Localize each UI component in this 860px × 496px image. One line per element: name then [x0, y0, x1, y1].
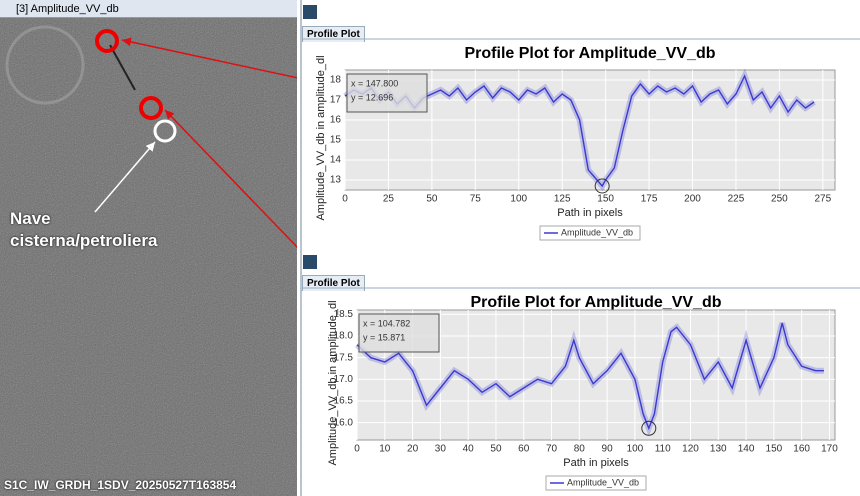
x-tick-label: 50: [426, 194, 438, 205]
y-tick-label: 18: [330, 75, 342, 86]
x-tick-label: 75: [470, 194, 482, 205]
x-tick-label: 10: [379, 444, 391, 455]
tab[interactable]: Profile Plot: [302, 26, 365, 42]
x-tick-label: 125: [554, 194, 571, 205]
x-tick-label: 130: [710, 444, 727, 455]
x-axis-label: Path in pixels: [563, 457, 629, 469]
cursor-marker: [641, 420, 657, 436]
x-tick-label: 30: [435, 444, 447, 455]
chart-title: Profile Plot for Amplitude_VV_db: [465, 45, 716, 62]
image-window: [3] Amplitude_VV_db Nave cisterna/petrol…: [0, 0, 297, 496]
x-tick-label: 225: [728, 194, 745, 205]
x-tick-label: 100: [627, 444, 644, 455]
x-tick-label: 100: [510, 194, 527, 205]
cursor-label: x = 104.782: [363, 318, 410, 328]
x-tick-label: 170: [821, 444, 838, 455]
cursor-marker: [594, 178, 610, 194]
tab[interactable]: Profile Plot: [302, 275, 365, 291]
chart-title: Profile Plot for Amplitude_VV_db: [471, 294, 722, 311]
image-label: S1C_IW_GRDH_1SDV_20250527T163854: [4, 478, 237, 492]
x-tick-label: 250: [771, 194, 788, 205]
x-tick-label: 275: [814, 194, 831, 205]
y-tick-label: 16.0: [334, 417, 354, 428]
x-tick-label: 150: [766, 444, 783, 455]
legend-label: Amplitude_VV_db: [561, 227, 633, 237]
cursor-box: [358, 313, 440, 353]
x-tick-label: 0: [342, 194, 348, 205]
x-tick-label: 140: [738, 444, 755, 455]
cursor-label: x = 147.800: [351, 78, 398, 88]
x-tick-label: 175: [641, 194, 658, 205]
cursor-box: [346, 73, 428, 113]
x-tick-label: 40: [463, 444, 475, 455]
legend-box: [539, 225, 641, 241]
cursor-label: y = 15.871: [363, 332, 405, 342]
x-tick-label: 110: [655, 444, 671, 455]
x-tick-label: 70: [546, 444, 558, 455]
cursor-label: y = 12.696: [351, 92, 393, 102]
y-tick-label: 13: [330, 175, 342, 186]
sar-image: [0, 18, 297, 496]
window-title: [3] Amplitude_VV_db: [0, 0, 297, 18]
y-tick-label: 16.5: [334, 396, 354, 407]
series-line: [356, 322, 824, 431]
y-tick-label: 18.0: [334, 331, 354, 342]
y-axis-label: Amplitude_VV_db in amplitude_dl: [327, 300, 339, 465]
y-tick-label: 17.0: [334, 374, 354, 385]
annotation: Nave cisterna/petroliera: [10, 209, 158, 250]
legend-label: Amplitude_VV_db: [567, 477, 639, 487]
x-tick-label: 20: [407, 444, 419, 455]
x-tick-label: 160: [793, 444, 810, 455]
y-tick-label: 17: [330, 95, 342, 106]
y-tick-label: 16: [330, 115, 342, 126]
legend-box: [545, 475, 647, 491]
x-tick-label: 25: [383, 194, 395, 205]
y-axis-label: Amplitude_VV_db in amplitude_dl: [315, 55, 327, 220]
x-tick-label: 80: [574, 444, 586, 455]
y-tick-label: 17.5: [334, 352, 354, 363]
x-tick-label: 50: [490, 444, 502, 455]
y-tick-label: 14: [330, 155, 342, 166]
y-tick-label: 15: [330, 135, 342, 146]
x-tick-label: 200: [684, 194, 701, 205]
x-tick-label: 0: [354, 444, 360, 455]
x-tick-label: 150: [597, 194, 614, 205]
x-tick-label: 120: [682, 444, 699, 455]
x-tick-label: 60: [518, 444, 530, 455]
x-axis-label: Path in pixels: [557, 207, 623, 219]
plot-area: [344, 69, 836, 191]
x-tick-label: 90: [602, 444, 614, 455]
y-tick-label: 18.5: [334, 309, 354, 320]
